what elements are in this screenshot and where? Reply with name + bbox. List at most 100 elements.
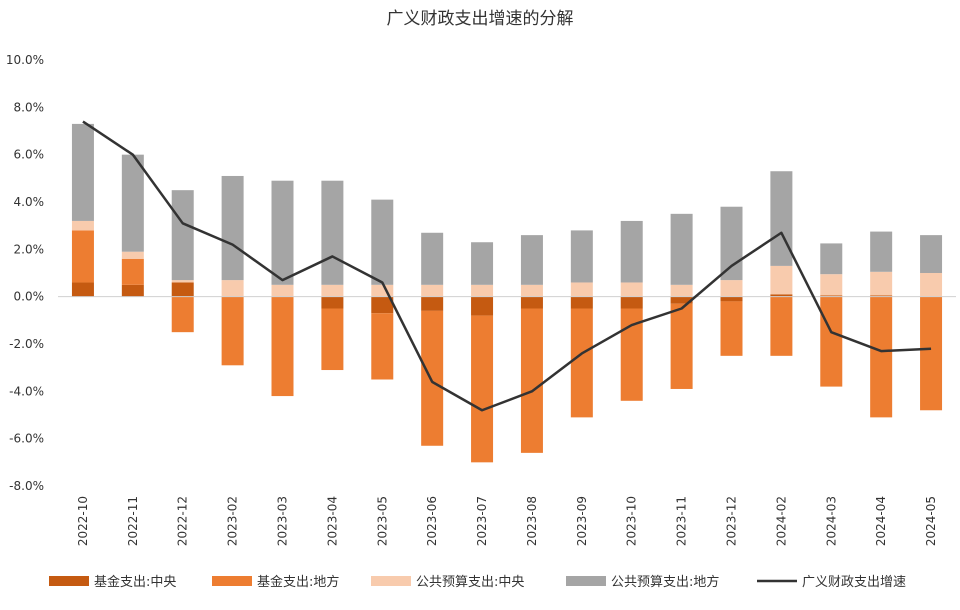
bar-series-3-2023-05	[371, 199, 394, 285]
x-tick-label: 2023-07	[475, 496, 489, 546]
bar-series-1-2022-10	[71, 230, 94, 283]
bar-series-2-2023-05	[371, 284, 394, 297]
legend-label: 广义财政支出增速	[802, 575, 906, 590]
bar-series-3-2023-08	[520, 235, 543, 285]
bar-series-1-2023-03	[271, 296, 294, 397]
y-tick-label: 6.0%	[14, 148, 45, 162]
x-tick-label: 2023-09	[575, 496, 589, 546]
bar-series-2-2023-11	[670, 284, 693, 297]
line-layer	[82, 120, 932, 412]
x-tick-label: 2024-02	[774, 496, 788, 546]
bar-series-3-2023-12	[720, 206, 743, 281]
x-tick-label: 2023-08	[525, 496, 539, 546]
bar-series-2-2023-03	[271, 284, 294, 297]
bar-series-1-2024-02	[770, 296, 793, 356]
bar-series-2-2023-08	[520, 284, 543, 297]
bar-series-3-2022-10	[71, 123, 94, 221]
bar-series-1-2023-10	[620, 308, 643, 401]
y-tick-label: 10.0%	[6, 53, 44, 67]
bar-series-3-2023-09	[570, 230, 593, 283]
bar-series-1-2023-02	[221, 296, 244, 366]
legend-label: 基金支出:地方	[257, 574, 339, 590]
bar-series-2-2023-04	[321, 284, 344, 297]
y-tick-label: -6.0%	[9, 432, 44, 446]
x-tick-label: 2024-05	[924, 496, 938, 546]
bar-series-3-2024-05	[920, 235, 943, 273]
bar-series-0-2023-09	[570, 296, 593, 309]
bar-series-2-2023-12	[720, 280, 743, 297]
x-tick-label: 2023-02	[226, 496, 240, 546]
x-tick-label: 2022-11	[126, 496, 140, 546]
bar-layer	[71, 123, 943, 463]
bar-series-3-2024-04	[870, 231, 893, 272]
bar-series-0-2023-06	[421, 296, 444, 311]
y-tick-label: 4.0%	[14, 195, 45, 209]
bar-series-3-2023-03	[271, 180, 294, 285]
bar-series-2-2024-05	[920, 273, 943, 297]
bar-series-1-2023-05	[371, 313, 394, 380]
bar-series-3-2024-03	[820, 243, 843, 275]
bar-series-0-2023-10	[620, 296, 643, 309]
bar-series-0-2023-11	[670, 296, 693, 304]
x-axis: 2022-10 2022-11 2022-12 2023-02 2023-03 2023-…	[76, 496, 938, 546]
x-tick-label: 2024-03	[824, 496, 838, 546]
bar-series-3-2023-02	[221, 175, 244, 281]
bar-series-1-2024-04	[870, 296, 893, 418]
chart-title: 广义财政支出增速的分解	[387, 9, 574, 29]
bar-series-2-2023-09	[570, 282, 593, 297]
bar-series-1-2024-03	[820, 296, 843, 387]
x-tick-label: 2023-12	[725, 496, 739, 546]
bar-series-1-2023-12	[720, 301, 743, 356]
y-tick-label: 2.0%	[14, 242, 45, 256]
x-tick-label: 2024-04	[874, 496, 888, 546]
bar-series-1-2023-08	[520, 308, 543, 453]
x-tick-label: 2023-04	[325, 496, 339, 546]
x-tick-label: 2022-12	[176, 496, 190, 546]
bar-series-2-2023-07	[471, 284, 494, 297]
bar-series-1-2023-09	[570, 308, 593, 418]
x-tick-label: 2023-06	[425, 496, 439, 546]
x-tick-label: 2022-10	[76, 496, 90, 546]
x-tick-label: 2023-05	[375, 496, 389, 546]
bar-series-2-2024-02	[770, 265, 793, 295]
bar-series-0-2023-07	[471, 296, 494, 316]
bar-series-2-2023-02	[221, 280, 244, 297]
bar-series-0-2024-04	[870, 295, 893, 297]
bar-series-1-2022-12	[171, 296, 194, 333]
bar-series-3-2022-11	[121, 154, 144, 252]
y-tick-label: -4.0%	[9, 384, 44, 398]
y-tick-label: 8.0%	[14, 100, 45, 114]
bar-series-1-2023-06	[421, 310, 444, 446]
legend-swatch	[566, 576, 606, 586]
bar-series-0-2023-08	[520, 296, 543, 309]
legend: 基金支出:中央 基金支出:地方 公共预算支出:中央 公共预算支出:地方 广义财政支出增速	[49, 574, 906, 590]
bar-series-0-2023-12	[720, 296, 743, 302]
legend-swatch	[212, 576, 252, 586]
bar-series-2-2024-03	[820, 274, 843, 296]
legend-label: 基金支出:中央	[94, 574, 176, 590]
legend-swatch	[371, 576, 411, 586]
bar-series-2-2022-12	[171, 280, 194, 283]
bar-series-1-2023-11	[670, 303, 693, 389]
bar-series-0-2023-04	[321, 296, 344, 309]
y-tick-label: -2.0%	[9, 337, 44, 351]
bar-series-1-2022-11	[121, 258, 144, 285]
bar-series-2-2022-10	[71, 220, 94, 231]
bar-series-2-2023-10	[620, 282, 643, 297]
bar-series-3-2023-04	[321, 180, 344, 285]
bar-series-0-2023-05	[371, 296, 394, 314]
bar-series-1-2024-05	[920, 296, 943, 411]
line-series-growth	[82, 120, 932, 412]
bar-series-1-2023-07	[471, 315, 494, 463]
bar-series-3-2023-06	[421, 232, 444, 285]
y-tick-label: 0.0%	[14, 290, 45, 304]
bar-series-3-2023-07	[471, 242, 494, 285]
x-tick-label: 2023-10	[625, 496, 639, 546]
bar-series-0-2022-11	[121, 284, 144, 297]
legend-label: 公共预算支出:地方	[611, 574, 719, 590]
bar-series-2-2023-06	[421, 284, 444, 297]
bar-series-0-2024-02	[770, 294, 793, 297]
legend-swatch	[49, 576, 89, 586]
